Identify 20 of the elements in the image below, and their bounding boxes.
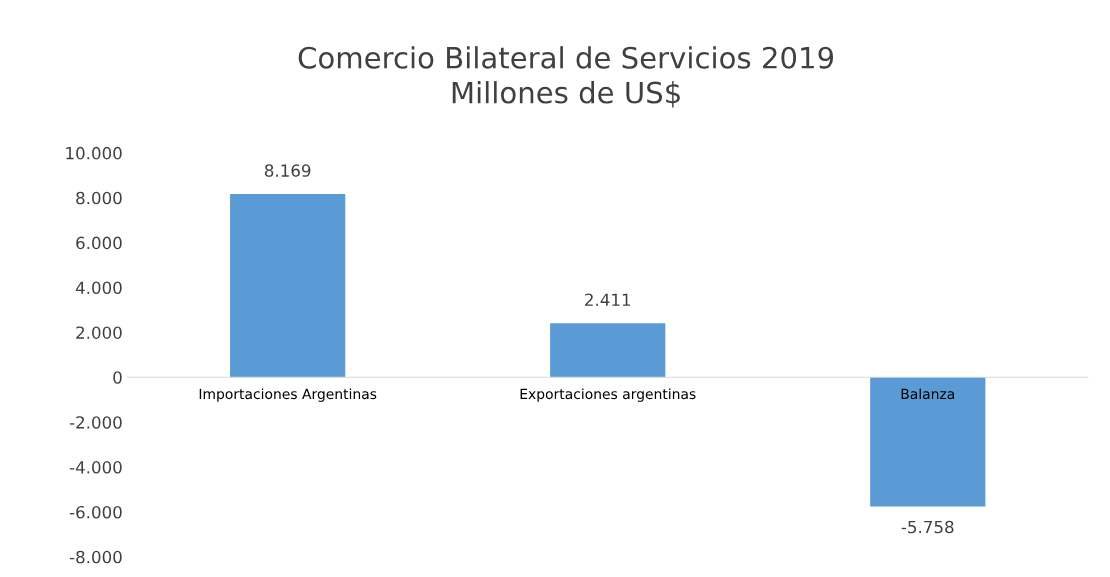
x-tick-label: Balanza [901, 388, 955, 400]
y-tick-label: 0 [113, 371, 122, 384]
y-tick-label: -8.000 [69, 550, 122, 564]
chart-title: Comercio Bilateral de Servicios 2019 Millones de US$ [298, 46, 834, 108]
bar [550, 323, 666, 378]
bar [870, 377, 986, 507]
y-tick-label: 10.000 [66, 146, 122, 160]
y-tick-label: -4.000 [69, 461, 122, 474]
y-tick-label: 8.000 [76, 191, 122, 205]
y-tick-label: 4.000 [75, 281, 122, 295]
data-label: 8.169 [264, 164, 311, 177]
y-tick-label: -6.000 [69, 505, 122, 519]
x-tick-label: Importaciones Argentinas [199, 388, 377, 402]
y-tick-label: -2.000 [69, 416, 122, 429]
y-tick-label: 6.000 [76, 236, 122, 250]
x-tick-label: Exportaciones argentinas [520, 388, 696, 402]
data-label: 2.411 [585, 293, 631, 306]
data-label: -5.758 [901, 520, 954, 534]
bar [230, 193, 346, 378]
y-tick-label: 2.000 [76, 326, 122, 339]
